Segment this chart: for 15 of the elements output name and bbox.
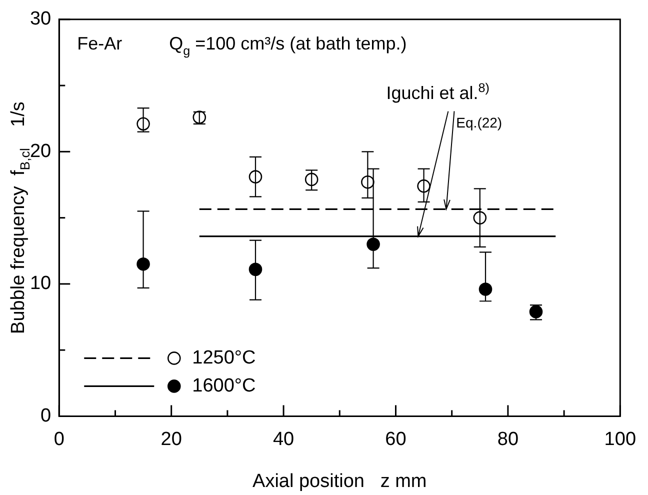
x-tick-label: 80 bbox=[497, 428, 519, 450]
y-tick-label: 20 bbox=[30, 140, 52, 162]
x-axis-title: Axial position z mm bbox=[252, 471, 427, 492]
x-tick-label: 100 bbox=[604, 428, 636, 450]
y-tick-label: 0 bbox=[40, 405, 52, 426]
x-tick-label: 0 bbox=[54, 428, 64, 450]
y-tick-label: 30 bbox=[30, 8, 52, 30]
x-tick-label: 40 bbox=[272, 428, 294, 450]
annotation: Eq.(22) bbox=[456, 114, 502, 130]
x-tick-label: 60 bbox=[385, 428, 406, 450]
y-tick-label: 10 bbox=[30, 273, 52, 294]
x-tick-label: 20 bbox=[160, 428, 182, 450]
legend-label: 1250°C bbox=[192, 347, 256, 368]
annotation: Fe-Ar bbox=[77, 33, 122, 54]
legend-label: 1600°C bbox=[192, 375, 256, 396]
